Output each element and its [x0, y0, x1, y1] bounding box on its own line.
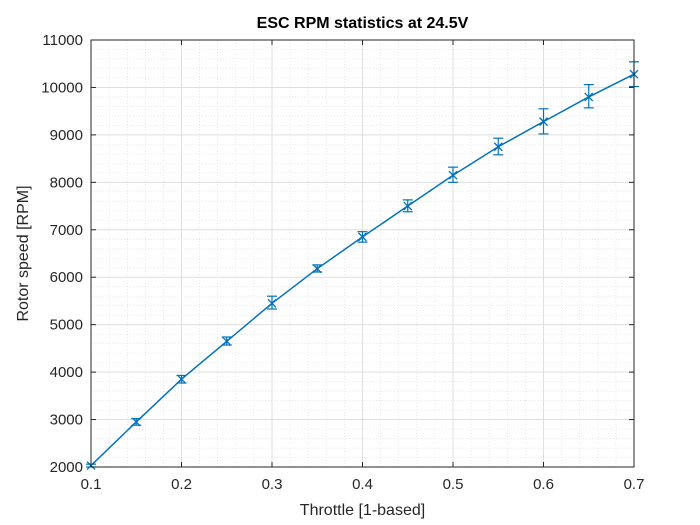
y-tick-label: 6000 [50, 269, 83, 286]
x-axis-label: Throttle [1-based] [300, 502, 425, 519]
series-layer [86, 61, 639, 471]
data-point-marker [539, 117, 548, 127]
data-point-marker [584, 92, 594, 102]
x-tick-label: 0.2 [171, 476, 192, 493]
x-tick-label: 0.1 [81, 476, 102, 493]
marker-stroke [222, 336, 232, 346]
marker-stroke [312, 264, 322, 274]
tick-labels: 0.1 0.2 0.3 0.4 0.5 0.6 0.7 2000 3000 4000 5000 600… [41, 32, 644, 493]
marker-stroke [584, 92, 594, 102]
x-tick-label: 0.6 [533, 476, 554, 493]
marker-stroke [493, 142, 503, 152]
marker-stroke [131, 417, 141, 427]
data-point-marker [403, 201, 413, 211]
data-point-marker [222, 336, 232, 346]
y-tick-label: 2000 [50, 459, 83, 476]
chart-title: ESC RPM statistics at 24.5V [257, 15, 469, 32]
marker-stroke [448, 170, 458, 180]
y-tick-label: 11000 [42, 32, 83, 49]
data-point-marker [267, 298, 277, 308]
x-tick-label: 0.3 [262, 476, 283, 493]
y-tick-label: 7000 [50, 222, 83, 239]
marker-stroke [539, 117, 548, 127]
marker-stroke [403, 201, 413, 211]
x-tick-label: 0.4 [352, 476, 373, 493]
data-point-marker [177, 374, 186, 384]
y-tick-label: 10000 [41, 79, 83, 96]
x-tick-label: 0.5 [443, 476, 464, 493]
marker-stroke [358, 232, 367, 242]
data-point-marker [131, 417, 141, 427]
y-tick-label: 3000 [50, 412, 83, 429]
marker-stroke [267, 298, 277, 308]
y-tick-label: 9000 [50, 127, 83, 144]
y-tick-label: 5000 [50, 317, 83, 334]
y-axis-label: Rotor speed [RPM] [15, 185, 32, 321]
axis-ticks [90, 39, 635, 468]
data-point-marker [448, 170, 458, 180]
y-tick-label: 8000 [50, 174, 83, 191]
data-point-marker [358, 232, 367, 242]
x-tick-label: 0.7 [624, 476, 645, 493]
data-point-marker [493, 142, 503, 152]
data-point-marker [312, 264, 322, 274]
y-tick-label: 4000 [50, 364, 83, 381]
marker-stroke [177, 374, 186, 384]
